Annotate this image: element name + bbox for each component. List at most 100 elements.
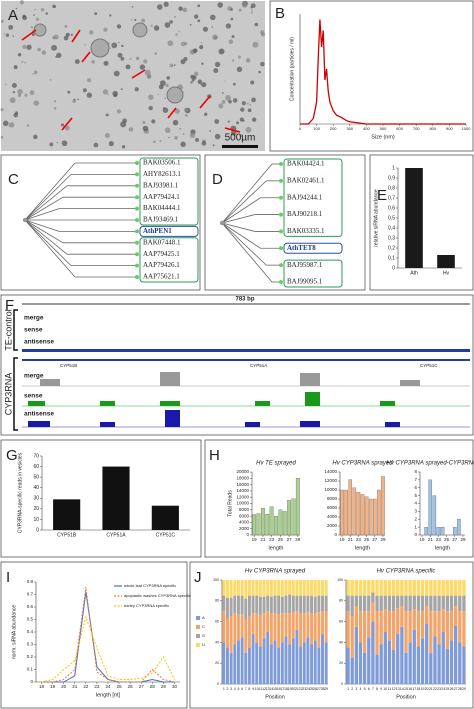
bar-segment [299,613,303,647]
bar-segment [449,580,454,596]
bar-segment [362,580,367,596]
particle [0,108,4,112]
bar-segment [262,596,266,614]
bar-segment [277,580,281,596]
bar-segment [408,595,412,612]
x-tick-label: 13 [396,687,400,691]
bar-segment [240,595,244,615]
particle [193,14,199,19]
particle [249,103,252,106]
particle [26,44,32,50]
y-tick-label: 4 [414,501,417,506]
x-tick-label: 27 [452,537,458,542]
clade-box [139,237,199,283]
bar-segment [379,595,383,612]
y-tick-label: 40 [339,640,343,644]
track-label: antisense [24,411,54,418]
x-tick-label: 100 [313,126,320,131]
y-tick-label: 14000 [236,488,249,493]
particle [56,52,62,59]
legend-swatch [196,625,200,629]
arrow [199,95,211,109]
particle [260,61,265,67]
particle [184,107,189,112]
bar-segment [255,595,259,614]
branch [24,174,72,221]
y-tick-label: 2000 [327,523,338,528]
particle [174,15,177,19]
bar-segment [408,642,412,684]
bar-segment [255,613,259,643]
y-tick-label: 8 [414,469,417,474]
coverage-block [300,373,320,386]
particle [163,107,165,110]
x-tick-label: 29 [295,537,301,542]
bar [287,500,291,536]
y-tick-label: 0,6 [388,205,395,211]
y-tick-label: 0.8 [27,579,34,584]
leaf-label: AAP79425.1 [143,250,180,258]
bar-segment [229,597,233,617]
particle [116,109,122,114]
bar-segment [306,595,310,613]
particle [35,17,40,21]
bar [278,509,283,536]
particle [228,39,234,45]
bar [348,479,353,536]
x-tick-label: 22 [83,684,89,689]
x-tick-label: 19 [340,537,346,542]
bar-segment [295,580,299,596]
leaf-label: BAK07448.1 [143,238,181,246]
branch [221,214,255,224]
bar-segment [400,606,404,627]
bar-segment [244,598,248,620]
x-tick-label: 5 [364,687,366,691]
bar-segment [387,611,392,641]
bar-segment [445,648,450,684]
clade-box [283,259,343,288]
bar-segment [441,609,445,632]
particle [31,33,35,37]
y-tick-label: 6000 [239,513,250,518]
particle [61,140,68,147]
bar-segment [416,595,421,612]
bar-segment [404,580,408,596]
bar-segment [371,621,375,684]
particle [108,141,114,147]
particle [175,33,178,36]
clade-box [283,158,343,237]
particle [5,33,10,37]
particle [64,125,70,131]
x-tick-label: 23 [302,687,306,691]
coverage-block [160,372,180,386]
particle [53,100,57,103]
particle [236,121,239,125]
track-label: merge [24,373,44,380]
bar-segment [379,611,383,645]
bar-segment [273,580,277,596]
leaf-label: AHY82613.1 [143,170,181,178]
x-tick-label: 27 [317,687,321,691]
particle [224,80,226,82]
bar-segment [313,640,317,684]
particle [190,81,193,84]
bar-segment [288,644,292,684]
x-tick-label: 2 [227,687,229,691]
x-tick-label: 25 [117,684,123,689]
y-tick-label: 5 [414,493,417,498]
bar-segment [288,594,292,614]
bar [265,514,270,536]
bar-segment [306,637,310,684]
bar-segment [302,613,306,643]
bar-segment [400,580,404,596]
bar-segment [391,611,396,650]
bar [340,489,344,536]
particle [52,35,56,40]
bar-segment [454,580,458,596]
x-tick-label: 26 [313,687,317,691]
particle [41,50,47,55]
root-node [22,217,28,223]
y-tick-label: 7 [414,477,417,482]
y-tick-label: 60 [339,620,343,624]
y-tick-label: 1 [392,165,395,171]
